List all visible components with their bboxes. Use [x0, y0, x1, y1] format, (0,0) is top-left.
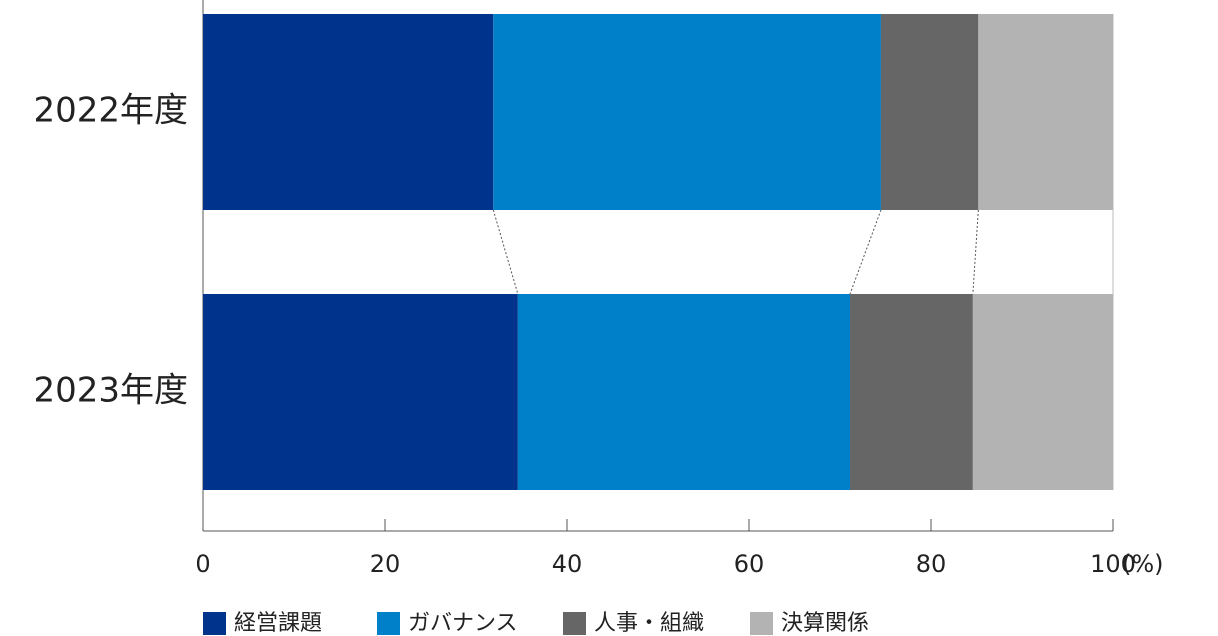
legend-swatch: [203, 612, 226, 635]
legend-label: 人事・組織: [594, 611, 704, 636]
legend-label: ガバナンス: [408, 611, 518, 636]
bar: [493, 14, 881, 210]
legend-label: 経営課題: [234, 611, 322, 636]
legend-swatch: [563, 612, 586, 635]
x-tick-label: 20: [370, 550, 401, 578]
bar: [517, 294, 851, 490]
x-tick-label: 0: [195, 550, 210, 578]
connector: [849, 209, 882, 295]
x-tick-label: 40: [552, 550, 583, 578]
connector: [492, 209, 519, 295]
bar: [850, 294, 973, 490]
y-tick-label: 2023年度: [33, 371, 188, 411]
connector: [972, 209, 979, 295]
bar: [978, 14, 1113, 210]
x-unit: (%): [1122, 550, 1164, 578]
x-tick-label: 80: [916, 550, 947, 578]
x-tick-label: 100: [1090, 550, 1136, 578]
bar: [203, 294, 518, 490]
bar: [972, 294, 1113, 490]
legend-swatch: [750, 612, 773, 635]
bar: [880, 14, 979, 210]
legend-label: 決算関係: [781, 611, 869, 636]
x-tick-label: 60: [734, 550, 765, 578]
y-tick-label: 2022年度: [33, 91, 188, 131]
legend-swatch: [377, 612, 400, 635]
bar: [203, 14, 494, 210]
